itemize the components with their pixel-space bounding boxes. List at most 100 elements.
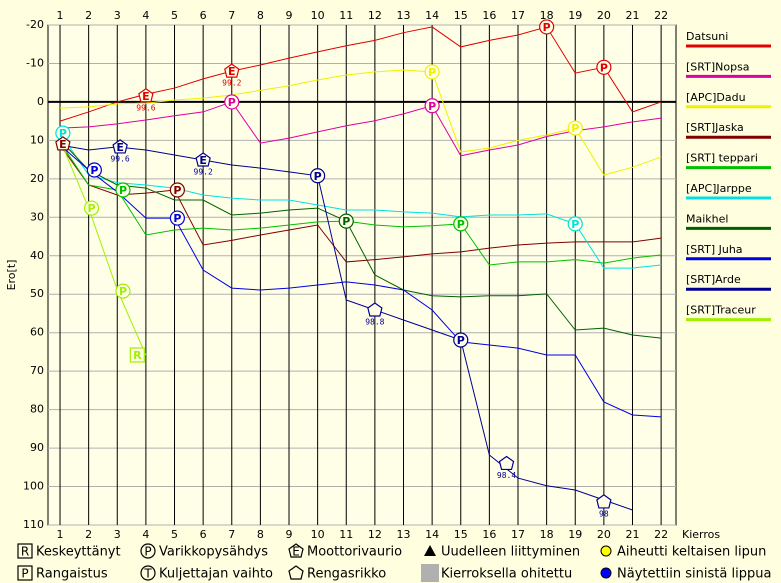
x-tick-label-top: 13 [397,9,411,22]
marker-shape [596,59,612,75]
event-marker: P [453,332,469,348]
x-tick-label-top: 8 [257,9,264,22]
marker-shape [86,162,102,178]
x-tick-label-top: 10 [311,9,325,22]
legend-symbol: R [21,545,29,559]
marker-shape [115,182,131,198]
event-symbol: E [59,138,67,151]
marker-shape [421,564,439,582]
legend-label: [SRT]Arde [686,273,741,286]
event-label: 99.6 [110,154,129,163]
x-tick-label: 1 [57,528,64,541]
legend-label: Uudelleen liittyminen [441,545,580,560]
x-tick-label-top: 15 [454,9,468,22]
marker-shape [567,120,583,136]
x-tick-label: 7 [228,528,235,541]
legend-label: Kuljettajan vaihto [159,567,273,582]
series-line [59,132,662,269]
marker-shape [17,543,33,559]
x-tick-label-top: 5 [171,9,178,22]
event-symbol: P [119,184,127,197]
event-symbol: P [342,215,350,228]
marker-shape [224,94,240,110]
legend-symbol: P [144,545,151,559]
event-marker: R [129,347,145,363]
y-tick-label: 40 [30,249,44,262]
event-marker: P [169,182,185,198]
y-tick-label: 30 [30,210,44,223]
marker-shape [55,136,71,151]
x-tick-label: 3 [114,528,121,541]
legend-label: [APC]Dadu [686,91,746,104]
y-tick-label: 70 [30,364,44,377]
marker-shape [138,88,154,103]
legend-symbol: T [143,567,152,581]
legend-label: [SRT]Traceur [686,304,756,317]
legend-label: Rangaistus [36,567,108,582]
event-marker: 98.8 [365,302,385,327]
event-marker: P [169,210,185,226]
event-symbol: P [314,170,322,183]
legend-symbol: P [21,567,28,581]
series-line [59,139,662,339]
legend-label: Rengasrikko [307,567,386,582]
marker-shape [567,216,583,232]
series-line [59,144,662,263]
event-marker: P [115,182,131,198]
x-tick-label: 22 [654,528,668,541]
event-marker: 98.4 [497,455,516,480]
x-tick-label-top: 22 [654,9,668,22]
event-marker: P [338,213,354,229]
x-tick-label: 14 [425,528,439,541]
x-tick-label: 18 [540,528,554,541]
legend-label: [SRT] teppari [686,152,758,165]
event-symbol: P [228,96,236,109]
event-symbol: P [119,285,127,298]
marker-shape [453,332,469,348]
y-tick-label: 0 [37,95,44,108]
y-tick-label: 90 [30,441,44,454]
marker-shape [288,565,304,580]
event-symbol: E [142,90,150,103]
event-marker: E99.6 [136,88,156,112]
marker-shape [224,63,240,78]
event-marker: E99.6 [110,139,130,163]
event-symbol: P [571,122,579,135]
legend-label: Moottorivaurio [307,545,402,560]
x-tick-label: 2 [85,528,92,541]
marker-shape [310,168,326,184]
marker-shape [539,19,555,35]
x-tick-label: 17 [511,528,525,541]
x-tick-label-top: 18 [540,9,554,22]
x-tick-label-top: 7 [228,9,235,22]
x-tick-label-top: 4 [142,9,149,22]
event-symbol: R [133,349,142,362]
marker-shape [115,283,131,299]
marker-shape [195,152,211,167]
plot-area [47,24,677,526]
series-line [59,144,662,418]
event-label: 99.2 [194,168,213,177]
event-symbol: P [571,218,579,231]
x-tick-label-top: 21 [625,9,639,22]
event-symbol: E [228,65,236,78]
x-tick-label: 12 [368,528,382,541]
event-marker: P [86,162,102,178]
event-symbol: P [87,202,95,215]
x-tick-label: 13 [397,528,411,541]
x-tick-label-top: 1 [57,9,64,22]
series-line [59,144,633,511]
marker-shape [596,494,612,509]
x-tick-label-top: 9 [286,9,293,22]
event-symbol: P [428,66,436,79]
marker-shape [140,543,156,559]
marker-shape [83,200,100,216]
event-symbol: E [116,141,124,154]
y-axis-label: Ero[t] [5,260,18,291]
series-line [60,69,662,176]
legend-label: [APC]Jarppe [686,182,752,195]
series-line [59,139,147,356]
event-symbol: P [173,184,181,197]
x-tick-label: 9 [286,528,293,541]
y-tick-label: 60 [30,326,44,339]
